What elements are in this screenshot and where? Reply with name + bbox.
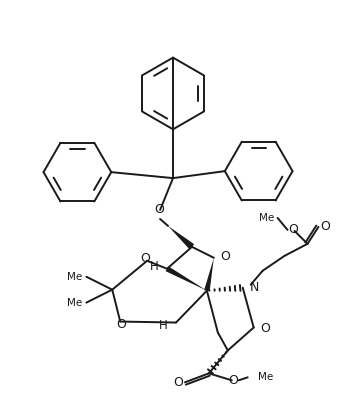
Polygon shape	[204, 258, 214, 291]
Text: O: O	[140, 252, 150, 265]
Polygon shape	[166, 266, 207, 290]
Text: O: O	[220, 250, 230, 263]
Text: Me: Me	[258, 372, 273, 382]
Text: O: O	[154, 203, 164, 217]
Text: O: O	[261, 322, 270, 335]
Text: H: H	[150, 260, 158, 273]
Text: H: H	[159, 319, 167, 332]
Text: O: O	[228, 374, 238, 387]
Text: O: O	[289, 223, 299, 237]
Polygon shape	[168, 226, 194, 249]
Text: O: O	[321, 220, 330, 233]
Text: O: O	[173, 376, 183, 389]
Text: O: O	[116, 318, 126, 331]
Text: N: N	[250, 281, 259, 294]
Text: Me: Me	[67, 298, 82, 308]
Text: Me: Me	[259, 213, 275, 223]
Text: Me: Me	[67, 272, 82, 282]
